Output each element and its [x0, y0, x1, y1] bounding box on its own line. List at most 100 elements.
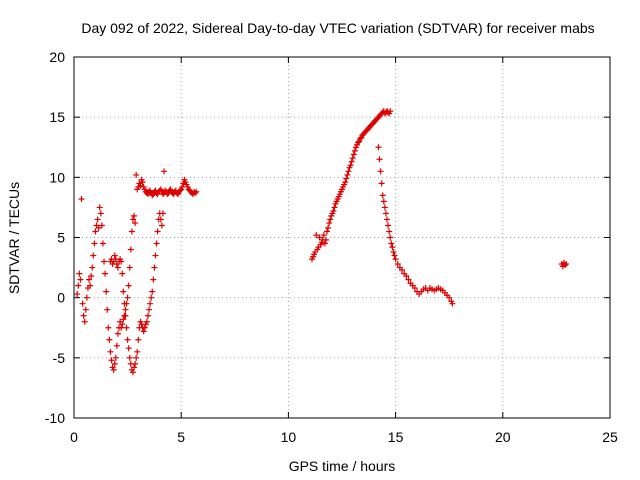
- data-point: [112, 354, 119, 361]
- data-point: [376, 156, 383, 163]
- data-point: [135, 336, 142, 343]
- data-point: [94, 216, 101, 223]
- data-point: [110, 366, 117, 373]
- series-segment-3: [558, 259, 570, 270]
- data-point: [123, 324, 130, 331]
- y-tick-label: 20: [49, 49, 65, 65]
- data-point: [126, 264, 133, 271]
- data-point: [563, 260, 570, 267]
- data-point: [403, 273, 410, 280]
- data-point: [342, 179, 349, 186]
- y-tick-label: 10: [49, 169, 65, 185]
- x-axis-label: GPS time / hours: [289, 458, 396, 474]
- x-tick-label: 5: [177, 429, 185, 445]
- data-point: [102, 270, 109, 277]
- data-point: [347, 162, 354, 169]
- data-point: [133, 171, 140, 178]
- chart-title: Day 092 of 2022, Sidereal Day-to-day VTE…: [81, 20, 594, 36]
- data-point: [343, 175, 350, 182]
- data-point: [129, 369, 136, 376]
- data-point: [193, 188, 200, 195]
- data-point: [143, 318, 150, 325]
- data-point: [151, 264, 158, 271]
- data-point: [159, 210, 166, 217]
- data-point: [106, 336, 113, 343]
- data-point: [88, 273, 95, 280]
- data-point: [326, 220, 333, 227]
- data-point: [449, 300, 456, 307]
- data-point: [330, 208, 337, 215]
- data-point: [384, 216, 391, 223]
- data-point: [134, 348, 141, 355]
- data-point: [321, 240, 328, 247]
- data-point: [76, 270, 83, 277]
- data-point: [411, 285, 418, 292]
- data-point: [377, 168, 384, 175]
- data-point: [146, 306, 153, 313]
- data-point: [139, 179, 146, 186]
- data-point: [379, 192, 386, 199]
- data-point: [126, 354, 133, 361]
- data-point: [125, 282, 132, 289]
- data-point: [345, 168, 352, 175]
- data-point: [177, 187, 184, 194]
- data-point: [79, 300, 86, 307]
- data-point: [164, 191, 171, 198]
- tick-labels: -10 -5 0 5 10 15 20 0 5 10 15 20 25: [45, 49, 618, 445]
- data-point: [179, 183, 186, 190]
- data-point: [137, 182, 144, 189]
- data-point: [394, 260, 401, 267]
- data-point: [327, 216, 334, 223]
- data-point: [89, 264, 96, 271]
- data-point: [350, 151, 357, 158]
- y-tick-label: -10: [45, 410, 65, 426]
- data-point: [118, 258, 125, 265]
- data-point: [147, 300, 154, 307]
- data-point: [86, 276, 93, 283]
- data-point: [325, 224, 332, 231]
- data-point: [389, 244, 396, 251]
- data-point: [399, 266, 406, 273]
- data-point: [75, 282, 82, 289]
- data-point: [97, 210, 104, 217]
- data-point: [103, 288, 110, 295]
- data-point: [375, 144, 382, 151]
- data-point: [149, 192, 156, 199]
- data-point: [99, 240, 106, 247]
- data-point: [124, 294, 131, 301]
- data-point: [316, 234, 323, 241]
- data-point: [124, 336, 131, 343]
- data-point: [378, 180, 385, 187]
- x-tick-label: 15: [388, 429, 404, 445]
- data-point: [392, 256, 399, 263]
- data-point: [323, 228, 330, 235]
- data-point: [81, 318, 88, 325]
- data-point: [92, 228, 99, 235]
- data-point: [380, 198, 387, 205]
- data-point: [111, 360, 118, 367]
- data-point: [82, 306, 89, 313]
- data-point: [320, 232, 327, 239]
- data-point: [114, 330, 121, 337]
- data-point: [313, 232, 320, 239]
- data-point: [105, 324, 112, 331]
- data-point: [158, 222, 165, 229]
- data-point: [331, 204, 338, 211]
- data-point: [152, 252, 159, 259]
- data-point: [114, 264, 121, 271]
- data-point: [98, 222, 105, 229]
- data-point: [348, 158, 355, 165]
- data-point: [128, 228, 135, 235]
- x-tick-label: 10: [281, 429, 297, 445]
- data-point: [150, 276, 157, 283]
- data-point: [387, 108, 394, 115]
- data-point: [322, 236, 329, 243]
- data-point: [125, 345, 132, 352]
- data-point: [382, 210, 389, 217]
- data-point: [80, 312, 87, 319]
- data-point: [122, 306, 129, 313]
- data-point: [119, 321, 126, 328]
- grid: [74, 57, 610, 418]
